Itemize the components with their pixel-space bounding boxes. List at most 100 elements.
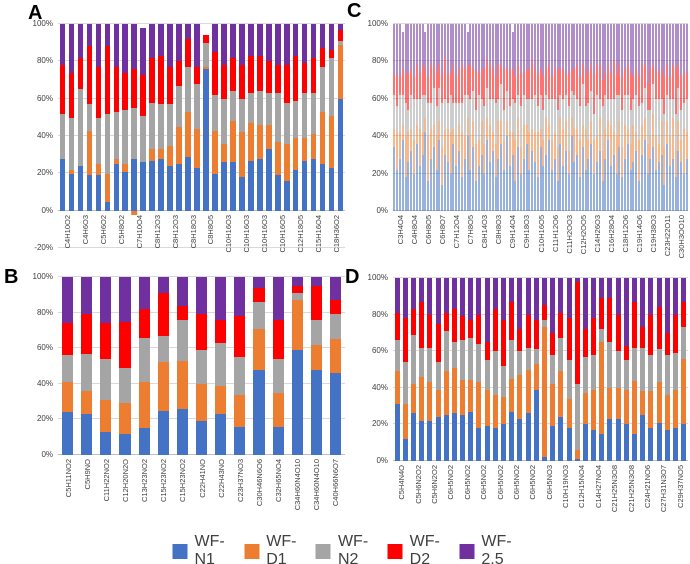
- segment-wf-n2: [629, 110, 632, 144]
- stacked-bar: [664, 278, 670, 461]
- segment-wf-n1: [329, 373, 342, 455]
- segment-wf-d1: [484, 389, 490, 427]
- stacked-bar: [455, 24, 458, 211]
- segment-wf-n1: [534, 162, 537, 211]
- segment-wf-n2: [446, 102, 449, 129]
- segment-wf-n2: [86, 104, 93, 131]
- segment-wf-n2: [640, 347, 646, 392]
- segment-wf-d2: [615, 314, 621, 352]
- segment-wf-n2: [476, 343, 482, 383]
- segment-wf-n1: [404, 177, 407, 211]
- stacked-bar: [680, 24, 683, 211]
- stacked-bar: [328, 24, 335, 211]
- segment-wf-d1: [337, 44, 344, 99]
- segment-wf-n2: [283, 102, 290, 144]
- segment-wf-2.5: [489, 24, 492, 66]
- segment-wf-n2: [415, 98, 418, 125]
- segment-wf-n1: [253, 369, 265, 455]
- segment-wf-n1: [444, 154, 447, 211]
- segment-wf-d2: [455, 76, 458, 103]
- segment-wf-d2: [531, 61, 534, 99]
- segment-wf-2.5: [451, 278, 457, 310]
- segment-wf-n1: [460, 415, 466, 461]
- segment-wf-d1: [194, 128, 200, 168]
- stacked-bar: [574, 278, 580, 461]
- y-tick-label: 40%: [36, 131, 53, 140]
- y-tick-label: 60%: [36, 343, 53, 353]
- segment-wf-2.5: [562, 24, 565, 69]
- segment-wf-d1: [536, 132, 539, 178]
- segment-wf-d2: [486, 61, 489, 88]
- segment-wf-d2: [319, 48, 326, 68]
- y-tick-label: 20%: [371, 168, 388, 178]
- segment-wf-n1: [550, 426, 556, 461]
- segment-wf-n1: [396, 169, 399, 211]
- segment-wf-d2: [429, 65, 432, 103]
- segment-wf-2.5: [497, 24, 500, 66]
- segment-wf-d1: [599, 342, 605, 434]
- x-tick-label: C6H5NO2: [446, 465, 456, 500]
- segment-wf-2.5: [265, 24, 272, 62]
- segment-wf-d2: [672, 314, 678, 354]
- stacked-bar: [674, 24, 677, 211]
- stacked-bar: [394, 278, 400, 461]
- x-tick-label: C9H18O3: [522, 215, 532, 249]
- stacked-bar: [476, 278, 482, 461]
- segment-wf-2.5: [505, 24, 508, 69]
- segment-wf-2.5: [328, 24, 335, 51]
- legend-swatch-wf-d2: [387, 543, 403, 559]
- segment-wf-2.5: [401, 31, 404, 69]
- stacked-bar: [480, 24, 483, 211]
- segment-wf-n2: [463, 95, 466, 137]
- segment-wf-d1: [432, 124, 435, 148]
- segment-wf-d2: [536, 72, 539, 107]
- segment-wf-n1: [508, 166, 511, 211]
- segment-wf-d1: [472, 121, 475, 148]
- stacked-bar: [292, 24, 299, 211]
- segment-wf-d2: [432, 65, 435, 88]
- segment-wf-n1: [221, 162, 227, 211]
- segment-wf-2.5: [604, 24, 607, 73]
- segment-wf-n2: [624, 95, 627, 125]
- segment-wf-d1: [632, 125, 635, 163]
- segment-wf-n1: [562, 166, 565, 211]
- segment-wf-2.5: [234, 277, 246, 317]
- segment-wf-d2: [418, 72, 421, 99]
- segment-wf-2.5: [310, 24, 317, 58]
- segment-wf-d1: [274, 141, 281, 176]
- segment-wf-n2: [582, 356, 588, 394]
- stacked-bar: [329, 277, 342, 455]
- segment-wf-d1: [468, 380, 474, 412]
- segment-wf-n2: [621, 110, 624, 148]
- segment-wf-d1: [635, 132, 638, 152]
- segment-wf-2.5: [607, 24, 610, 66]
- segment-wf-2.5: [104, 24, 111, 47]
- segment-wf-d2: [509, 301, 515, 341]
- segment-wf-n2: [176, 85, 182, 127]
- segment-wf-n2: [618, 95, 621, 122]
- x-tick-label: C23H22O11: [662, 215, 672, 257]
- segment-wf-n2: [401, 95, 404, 125]
- stacked-bar: [582, 278, 588, 461]
- segment-wf-n2: [319, 67, 326, 112]
- stacked-bar: [474, 24, 477, 211]
- segment-wf-n1: [451, 413, 457, 461]
- segment-wf-2.5: [581, 24, 584, 66]
- segment-wf-n1: [272, 426, 284, 455]
- segment-wf-n1: [446, 162, 449, 211]
- segment-wf-d2: [573, 68, 576, 96]
- legend-label: WF-N1: [194, 533, 225, 564]
- segment-wf-2.5: [680, 24, 683, 77]
- stacked-bar: [59, 24, 66, 211]
- stacked-bar: [203, 24, 209, 211]
- segment-wf-n1: [418, 166, 421, 211]
- segment-wf-n2: [674, 113, 677, 152]
- segment-wf-d2: [407, 72, 410, 111]
- segment-wf-2.5: [579, 24, 582, 77]
- segment-wf-d1: [618, 121, 621, 148]
- stacked-bar: [460, 278, 466, 461]
- segment-wf-2.5: [601, 24, 604, 81]
- segment-wf-n1: [86, 175, 93, 211]
- segment-wf-n1: [203, 68, 209, 211]
- segment-wf-d2: [458, 68, 461, 103]
